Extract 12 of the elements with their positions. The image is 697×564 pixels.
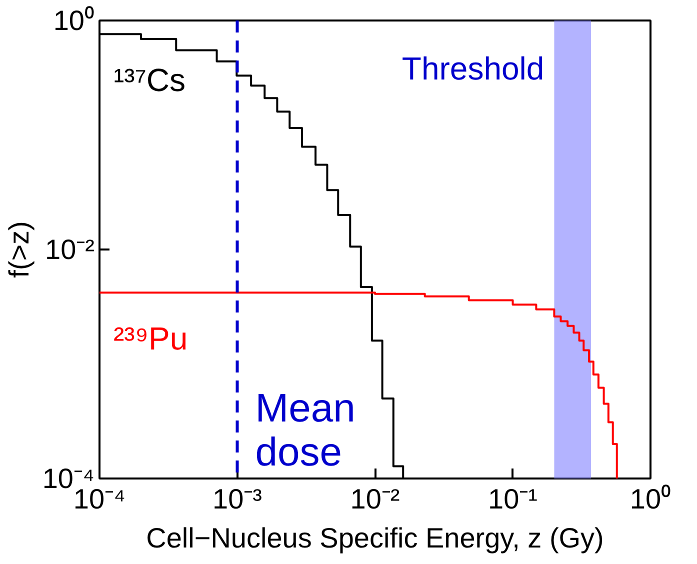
x-tick-label: 10⁻¹ [488,484,538,514]
series-label: ¹³⁷Cs [114,62,186,98]
band-label: Threshold [402,50,544,86]
y-tick-label: 10⁰ [53,5,95,36]
ref-line-label: Mean dose [255,386,356,474]
x-tick-label: 10⁻³ [212,484,262,514]
x-axis-title: Cell−Nucleus Specific Energy, z (Gy) [146,522,604,554]
y-tick-label: 10⁻² [45,234,94,265]
series-label: ²³⁹Pu [114,320,188,357]
x-tick-label: 10⁰ [630,484,672,514]
x-tick-label: 10⁻² [350,484,400,514]
y-axis-title: f(>z) [3,221,34,278]
